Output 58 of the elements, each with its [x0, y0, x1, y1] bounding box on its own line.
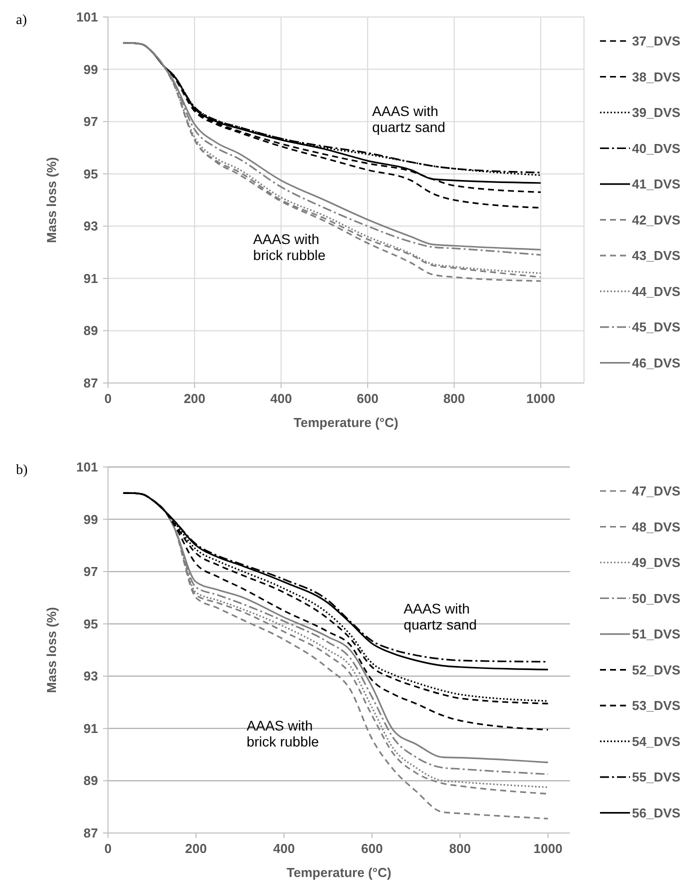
- y-tick-label: 95: [84, 616, 98, 632]
- chart-title: b): [16, 463, 28, 478]
- y-tick-label: 87: [84, 376, 98, 390]
- y-axis-title: Mass loss (%): [44, 157, 59, 243]
- legend-label: 40_DVS: [632, 140, 681, 156]
- x-tick-label: 1000: [534, 841, 562, 856]
- annotation: AAAS with quartz sand: [372, 102, 446, 135]
- x-tick-label: 400: [273, 841, 295, 856]
- annotation: AAAS with brick rubble: [253, 230, 326, 263]
- y-tick-label: 101: [76, 460, 98, 474]
- x-tick-label: 0: [104, 841, 112, 856]
- y-tick-label: 91: [84, 720, 98, 736]
- annotation: AAAS with brick rubble: [246, 718, 320, 750]
- x-axis-title: Temperature (°C): [286, 865, 392, 880]
- legend-label: 54_DVS: [632, 734, 681, 749]
- x-tick-label: 0: [104, 391, 112, 406]
- y-tick-label: 97: [84, 114, 98, 130]
- legend-label: 37_DVS: [632, 34, 681, 48]
- x-tick-label: 600: [356, 391, 378, 406]
- legend-label: 42_DVS: [632, 212, 681, 228]
- annotation: AAAS with quartz sand: [404, 600, 477, 632]
- x-tick-label: 800: [443, 391, 466, 406]
- legend-label: 44_DVS: [632, 284, 681, 299]
- x-axis-title: Temperature (°C): [294, 415, 398, 430]
- x-tick-label: 1000: [526, 391, 556, 406]
- legend-label: 52_DVS: [632, 662, 681, 678]
- y-tick-label: 87: [84, 826, 98, 840]
- legend-label: 55_DVS: [632, 770, 681, 785]
- y-tick-label: 93: [84, 218, 98, 234]
- y-tick-label: 93: [84, 668, 98, 684]
- legend-label: 39_DVS: [632, 105, 681, 120]
- x-tick-label: 400: [270, 391, 292, 406]
- legend-label: 38_DVS: [632, 69, 681, 84]
- y-tick-label: 101: [76, 10, 98, 24]
- y-tick-label: 99: [84, 62, 98, 77]
- legend-label: 51_DVS: [632, 626, 681, 642]
- x-tick-label: 800: [449, 841, 471, 856]
- legend-label: 56_DVS: [632, 805, 681, 820]
- y-axis-title: Mass loss (%): [44, 607, 59, 693]
- legend-label: 46_DVS: [632, 355, 681, 370]
- legend-label: 45_DVS: [632, 320, 681, 335]
- y-tick-label: 99: [84, 512, 98, 527]
- y-tick-label: 89: [84, 773, 98, 788]
- legend-label: 50_DVS: [632, 590, 681, 606]
- y-tick-label: 97: [84, 564, 98, 580]
- x-tick-label: 200: [184, 391, 206, 406]
- x-tick-label: 600: [361, 841, 383, 856]
- legend-label: 53_DVS: [632, 698, 681, 714]
- y-tick-label: 91: [84, 270, 98, 286]
- legend-label: 49_DVS: [632, 555, 681, 570]
- legend-label: 47_DVS: [632, 484, 681, 498]
- legend-label: 41_DVS: [632, 176, 681, 192]
- legend-label: 48_DVS: [632, 519, 681, 534]
- chart-title: a): [16, 13, 28, 28]
- x-tick-label: 200: [185, 841, 207, 856]
- y-tick-label: 95: [84, 166, 98, 182]
- legend-label: 43_DVS: [632, 248, 681, 264]
- y-tick-label: 89: [84, 323, 98, 338]
